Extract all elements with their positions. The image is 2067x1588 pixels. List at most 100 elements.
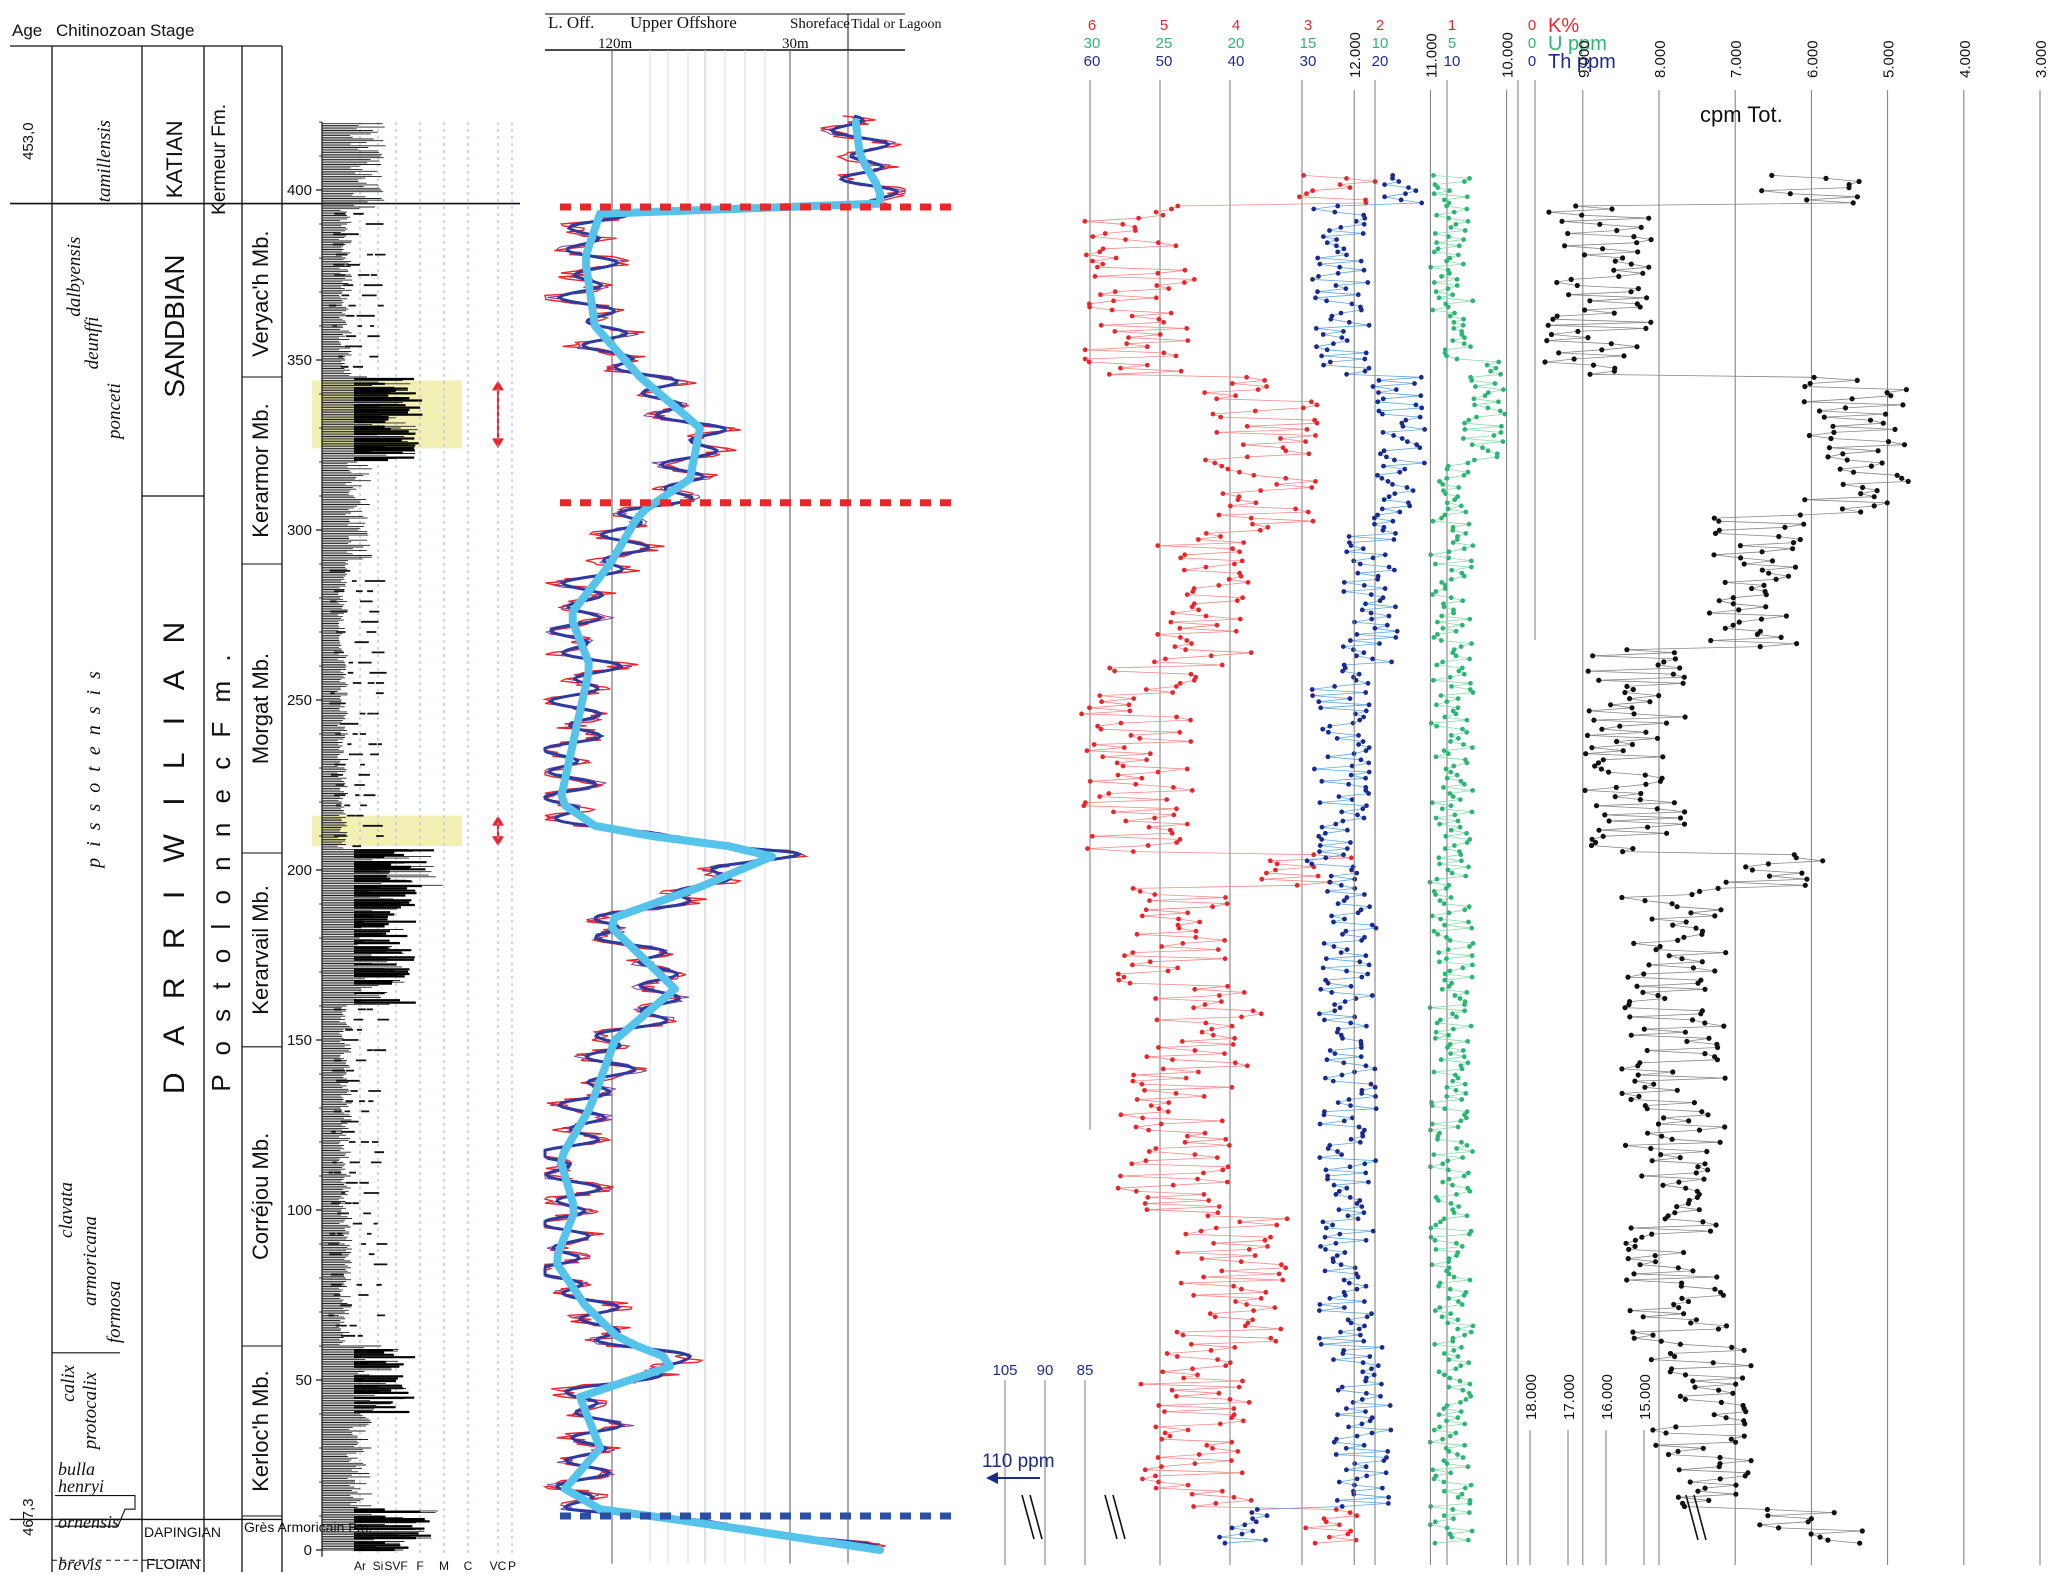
age-column-header: Age xyxy=(12,21,42,40)
zone-label-brevis: brevis xyxy=(58,1554,101,1574)
th-extra-tick-105: 105 xyxy=(992,1362,1017,1379)
u-tick-5: 5 xyxy=(1448,35,1456,52)
cpm-axis-break xyxy=(1685,1494,1699,1541)
cpm-tick-5: 7.000 xyxy=(1728,40,1745,78)
member-label-1: Kerarmor Mb. xyxy=(248,403,273,537)
member-label-2: Morgat Mb. xyxy=(248,653,273,764)
grain-label-C: C xyxy=(464,1559,473,1573)
cpm-axis-break xyxy=(1693,1494,1707,1541)
sea-level-trend xyxy=(553,118,884,1554)
zone-label-armoricana: armoricana xyxy=(80,1216,101,1306)
k-tick-1: 1 xyxy=(1448,17,1456,34)
red-arrow-head xyxy=(492,438,504,449)
environment-panel: L. Off. Upper Offshore Shoreface Tidal or L… xyxy=(542,13,960,1564)
age-bottom-label: 467,3 xyxy=(20,1498,37,1536)
cpm-tick-2: 10.000 xyxy=(1500,32,1517,78)
zone-label-dalbyensis: dalbyensis xyxy=(64,237,85,317)
th-tick-20: 20 xyxy=(1372,53,1389,70)
th-tick-50: 50 xyxy=(1156,53,1173,70)
stage-label-0: KATIAN xyxy=(162,120,187,198)
th-tick-40: 40 xyxy=(1228,53,1245,70)
th-tick-60: 60 xyxy=(1084,53,1101,70)
formations: Kermeur Fm.P o s t o l o n n e c F m .Gr… xyxy=(206,104,372,1535)
cpm-tick-0: 12.000 xyxy=(1347,32,1364,78)
grain-label-VC: VC xyxy=(490,1559,507,1573)
cpm-extra-tick-3: 15.000 xyxy=(1637,1374,1654,1420)
cpm-tick-7: 5.000 xyxy=(1881,40,1898,78)
u-tick-20: 20 xyxy=(1228,35,1245,52)
cpm-points xyxy=(1542,172,1911,1546)
grain-size-axis: Ar Si SVF F M C VC P xyxy=(354,1559,516,1573)
stage-label-4: FLOIAN xyxy=(146,1556,200,1573)
zone-label-bulla: bulla xyxy=(58,1459,95,1479)
lithology-log xyxy=(312,122,513,1557)
cpm-extra-tick-0: 18.000 xyxy=(1523,1374,1540,1420)
th-arrow-label: 110 ppm xyxy=(982,1451,1055,1472)
u-curve xyxy=(1427,172,1508,1546)
cpm-tick-8: 4.000 xyxy=(1957,40,1974,78)
member-label-3: Kerarvail Mb. xyxy=(248,885,273,1015)
th-series-line xyxy=(1219,175,1425,1544)
red-arrow-head xyxy=(492,380,504,391)
depth-tick-label: 350 xyxy=(287,352,312,369)
u-tick-25: 25 xyxy=(1156,35,1173,52)
red-arrow-head xyxy=(492,836,504,847)
k-series-line xyxy=(1081,175,1376,1544)
zone-label-calix: calix xyxy=(58,1364,79,1401)
k-tick-5: 5 xyxy=(1160,17,1168,34)
depth-axis: 0 50 100 150 200 250 300 350 400 xyxy=(287,121,322,1559)
member-label-0: Veryac'h Mb. xyxy=(248,230,273,356)
stage-label-1: SANDBIAN xyxy=(159,254,190,397)
env-zone-upper-offshore: Upper Offshore xyxy=(630,13,737,32)
zone-label-clavata: clavata xyxy=(56,1182,77,1238)
zone-label-henryi: henryi xyxy=(58,1476,104,1496)
cpm-axis-label: cpm Tot. xyxy=(1700,102,1783,127)
stage-label-3: DAPINGIAN xyxy=(144,1524,221,1540)
axis-break xyxy=(1104,1494,1118,1540)
age-top-label: 453,0 xyxy=(20,122,37,160)
depth-tick-label: 100 xyxy=(287,1202,312,1219)
cpm-curve xyxy=(1542,172,1911,1546)
cpm-line xyxy=(1544,175,1909,1544)
gamma-axis-labels: 6 5 4 3 2 1 030 25 20 15 10 5 060 50 40 30 20 10 0K%U ppmT… xyxy=(982,15,1616,1540)
stage-column-header: Stage xyxy=(150,21,194,40)
env-zone-lower-offshore: L. Off. xyxy=(548,13,594,32)
zone-label-protocalix: protocalix xyxy=(80,1371,101,1451)
u-tick-10: 10 xyxy=(1372,35,1389,52)
u-tick-0: 0 xyxy=(1528,35,1536,52)
zone-label-deunffi: deunffi xyxy=(82,317,103,370)
zone-label-pissotensis: p i s s o t e n s i s xyxy=(83,668,105,870)
member-label-5: Kerloc'h Mb. xyxy=(248,1370,273,1492)
depth-tick-label: 250 xyxy=(287,692,312,709)
depth-tick-label: 300 xyxy=(287,522,312,539)
k-tick-3: 3 xyxy=(1304,17,1312,34)
depth-tick-label: 0 xyxy=(304,1542,312,1559)
formation-label-0: Kermeur Fm. xyxy=(209,104,230,215)
th-axis-label: Th ppm xyxy=(1548,51,1616,73)
cpm-tick-4: 8.000 xyxy=(1652,40,1669,78)
cpm-grid xyxy=(1353,90,2041,1565)
u-series-line xyxy=(1428,175,1507,1544)
red-arrow-head xyxy=(492,815,504,826)
k-tick-4: 4 xyxy=(1232,17,1240,34)
grain-label-M: M xyxy=(439,1559,449,1573)
shale-dashes xyxy=(328,212,390,1337)
env-zone-shoreface: Shoreface xyxy=(790,16,850,32)
k-tick-2: 2 xyxy=(1376,17,1384,34)
u-tick-15: 15 xyxy=(1300,35,1317,52)
k-tick-6: 6 xyxy=(1088,17,1096,34)
env-zone-tidal: Tidal or Lagoon xyxy=(851,17,941,32)
k-curve xyxy=(1079,172,1378,1546)
cpm-tick-3: 9.000 xyxy=(1576,40,1593,78)
k-axis-label: K% xyxy=(1548,15,1579,37)
th-extra-tick-85: 85 xyxy=(1077,1362,1094,1379)
u-series-points xyxy=(1427,172,1508,1546)
zone-label-formosa: formosa xyxy=(104,1281,125,1343)
th-curve xyxy=(1217,172,1428,1546)
th-arrow-head xyxy=(986,1472,998,1484)
zone-label-ornensis: ornensis xyxy=(58,1512,119,1532)
grain-label-Si: Si xyxy=(373,1559,384,1573)
